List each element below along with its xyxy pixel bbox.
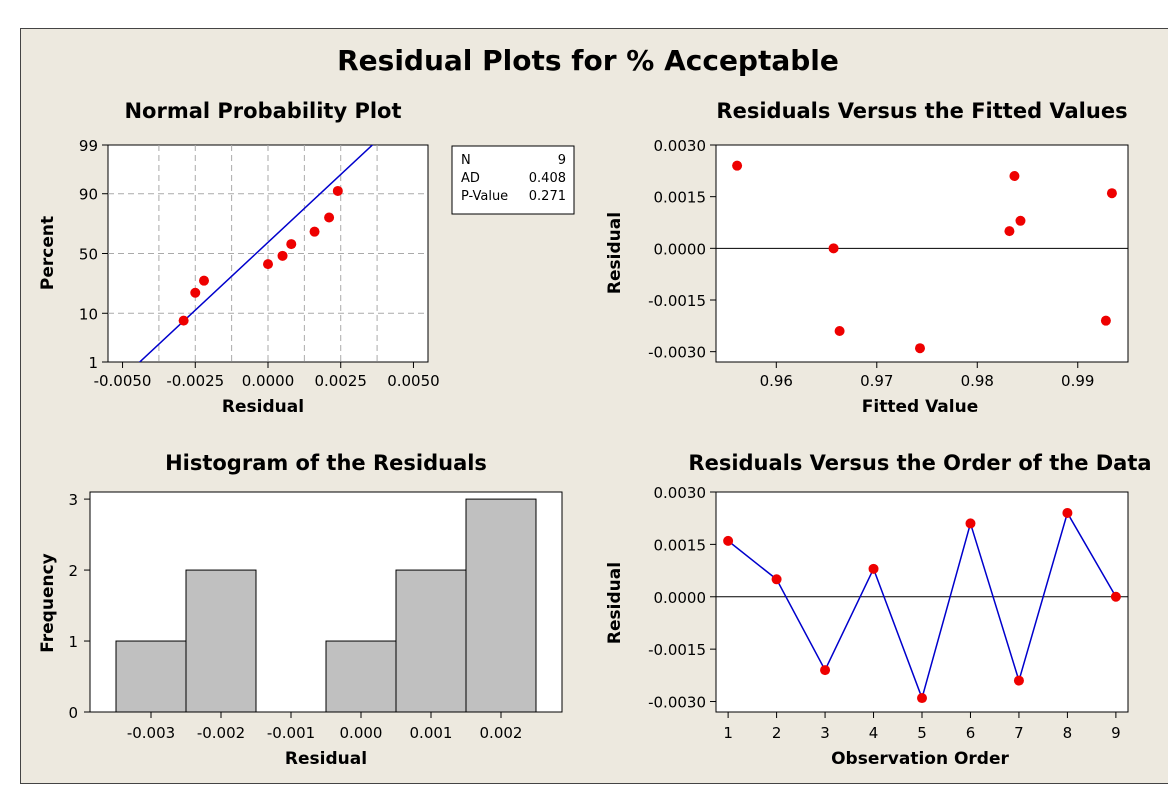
panel2-data-point xyxy=(732,160,743,171)
panel2-y-axis-label: Residual xyxy=(605,212,625,294)
stats-value: 0.271 xyxy=(529,189,566,204)
panel3-x-tick-label: -0.003 xyxy=(127,724,175,742)
panel2-data-point xyxy=(1106,188,1117,199)
panel2-x-axis-label: Fitted Value xyxy=(862,397,978,417)
panel1-y-tick-label: 50 xyxy=(79,246,98,264)
panel4-data-point xyxy=(868,563,879,574)
histogram-bar xyxy=(465,498,537,713)
panel3-y-tick-label: 3 xyxy=(68,491,78,509)
panel4-x-tick-label: 1 xyxy=(723,724,733,742)
panel3-x-tick-label: 0.001 xyxy=(410,724,453,742)
histogram-bar xyxy=(115,640,187,713)
panel4-y-tick-label: 0.0000 xyxy=(654,589,707,607)
panel2-title: Residuals Versus the Fitted Values xyxy=(716,99,1127,123)
panel4-x-tick-label: 5 xyxy=(917,724,927,742)
panel4-data-point xyxy=(1013,675,1024,686)
panel4-x-tick-label: 9 xyxy=(1111,724,1121,742)
panel4-y-tick-label: 0.0030 xyxy=(654,484,707,502)
page-title: Residual Plots for % Acceptable xyxy=(337,44,839,77)
panel4-x-tick-label: 6 xyxy=(966,724,976,742)
histogram-bar xyxy=(325,640,397,713)
stats-label: AD xyxy=(461,171,480,186)
panel3-x-tick-label: -0.001 xyxy=(267,724,315,742)
panel3-y-tick-label: 1 xyxy=(68,633,78,651)
panel4-title: Residuals Versus the Order of the Data xyxy=(688,451,1151,475)
panel4-data-point xyxy=(965,518,976,529)
panel2-y-tick-label: -0.0030 xyxy=(648,344,706,362)
panel4-data-point xyxy=(1110,591,1121,602)
panel4-x-tick-label: 7 xyxy=(1014,724,1024,742)
panel1-x-tick-label: -0.0025 xyxy=(166,372,224,390)
panel2-data-point xyxy=(828,243,839,254)
panel4-x-tick-label: 3 xyxy=(820,724,830,742)
panel4-data-point xyxy=(917,693,927,704)
panel1-data-point xyxy=(190,287,201,298)
panel4-data-point xyxy=(1062,507,1073,518)
panel2-y-tick-label: 0.0000 xyxy=(654,240,707,258)
panel1-data-point xyxy=(277,250,288,261)
stats-value: 9 xyxy=(558,153,566,168)
panel4-x-tick-label: 4 xyxy=(869,724,879,742)
panel4-y-tick-label: 0.0015 xyxy=(654,536,707,554)
panel2-x-tick-label: 0.97 xyxy=(860,372,893,390)
panel4-y-tick-label: -0.0030 xyxy=(648,694,706,712)
panel3-x-tick-label: -0.002 xyxy=(197,724,245,742)
stats-box xyxy=(451,145,575,215)
panel3-x-axis-label: Residual xyxy=(285,749,367,769)
panel2-x-tick-label: 0.98 xyxy=(961,372,994,390)
panel1-x-tick-label: -0.0050 xyxy=(94,372,152,390)
panel1-x-tick-label: 0.0050 xyxy=(387,372,440,390)
panel2-y-tick-label: 0.0030 xyxy=(654,137,707,155)
panel4-y-tick-label: -0.0015 xyxy=(648,641,706,659)
panel2-data-point xyxy=(1100,315,1111,326)
panel1-data-point xyxy=(178,315,189,326)
panel1-data-point xyxy=(199,275,209,286)
stats-label: N xyxy=(461,153,471,168)
panel2-data-point xyxy=(1015,215,1026,226)
panel1-x-tick-label: 0.0000 xyxy=(242,372,295,390)
panel1-y-tick-label: 99 xyxy=(79,137,98,155)
panel3-y-axis-label: Frequency xyxy=(38,553,58,653)
panel1-x-tick-label: 0.0025 xyxy=(314,372,367,390)
panel2-y-tick-label: 0.0015 xyxy=(654,189,707,207)
panel4-plot-area xyxy=(715,491,1129,713)
panel2-plot-area xyxy=(715,144,1129,363)
panel1-x-axis-label: Residual xyxy=(222,397,304,417)
panel3-y-tick-label: 2 xyxy=(68,562,78,580)
panel1-data-point xyxy=(286,239,297,250)
panel3-x-tick-label: 0.002 xyxy=(480,724,523,742)
panel4-x-tick-label: 8 xyxy=(1063,724,1073,742)
panel1-y-tick-label: 1 xyxy=(88,354,98,372)
panel3-y-tick-label: 0 xyxy=(68,704,78,722)
panel1-fit-line xyxy=(138,145,374,362)
stats-label: P-Value xyxy=(461,189,508,204)
panel4-data-point xyxy=(771,574,782,585)
panel1-y-tick-label: 90 xyxy=(79,186,98,204)
panel1-data-point xyxy=(309,226,320,237)
panel3-title: Histogram of the Residuals xyxy=(165,451,487,475)
panel1-data-point xyxy=(332,185,343,196)
panel4-y-axis-label: Residual xyxy=(605,562,625,644)
panel1-data-point xyxy=(263,259,273,270)
panel3-x-tick-label: 0.000 xyxy=(340,724,383,742)
panel4-x-tick-label: 2 xyxy=(772,724,782,742)
panel2-data-point xyxy=(834,326,845,336)
panel4-data-point xyxy=(820,665,831,676)
panel2-data-point xyxy=(1004,226,1015,237)
panel2-x-tick-label: 0.99 xyxy=(1061,372,1094,390)
stats-value: 0.408 xyxy=(529,171,566,186)
panel4-x-axis-label: Observation Order xyxy=(831,749,1009,769)
panel1-title: Normal Probability Plot xyxy=(124,99,401,123)
panel4-data-point xyxy=(723,535,734,546)
panel1-data-point xyxy=(324,212,335,223)
panel2-x-tick-label: 0.96 xyxy=(760,372,793,390)
panel2-y-tick-label: -0.0015 xyxy=(648,292,706,310)
panel1-y-axis-label: Percent xyxy=(38,216,58,290)
panel2-data-point xyxy=(914,343,925,354)
panel2-data-point xyxy=(1009,171,1020,181)
panel1-y-tick-label: 10 xyxy=(79,305,98,323)
histogram-bar xyxy=(395,569,467,713)
histogram-bar xyxy=(185,569,257,713)
